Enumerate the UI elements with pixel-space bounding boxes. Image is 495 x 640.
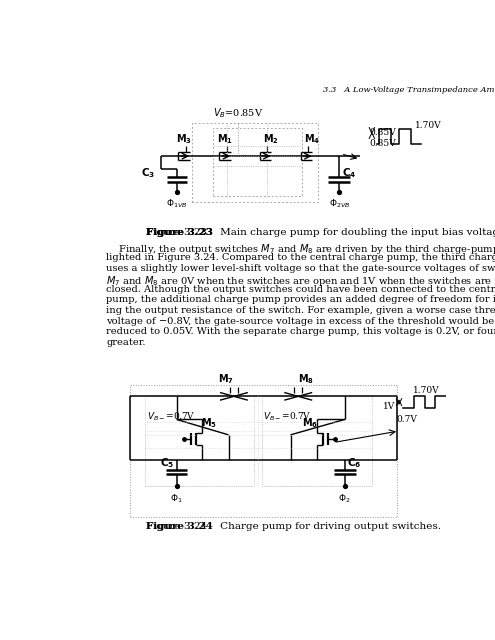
Text: $V_{B-}$=0.7V: $V_{B-}$=0.7V: [263, 411, 312, 424]
Text: 1.70V: 1.70V: [413, 387, 439, 396]
Text: lighted in Figure 3.24. Compared to the central charge pump, the third charge-pu: lighted in Figure 3.24. Compared to the …: [106, 253, 495, 262]
Text: Figure 3.24    Charge pump for driving output switches.: Figure 3.24 Charge pump for driving outp…: [146, 522, 441, 531]
Text: $M_7$ and $M_8$ are 0V when the switches are open and 1V when the switches are: $M_7$ and $M_8$ are 0V when the switches…: [106, 274, 492, 288]
Text: 0.7V: 0.7V: [396, 415, 418, 424]
Text: 3.3   A Low-Voltage Transimpedance Amplifier     68: 3.3 A Low-Voltage Transimpedance Amplifi…: [323, 86, 495, 94]
Text: $\mathbf{M_7}$: $\mathbf{M_7}$: [218, 372, 234, 385]
Text: Figure 3.24: Figure 3.24: [146, 522, 212, 531]
Text: pump, the additional charge pump provides an added degree of freedom for improv-: pump, the additional charge pump provide…: [106, 296, 495, 305]
Bar: [130, 385, 396, 517]
Text: uses a slightly lower level-shift voltage so that the gate-source voltages of sw: uses a slightly lower level-shift voltag…: [106, 264, 495, 273]
Text: $V_B$=0.85V: $V_B$=0.85V: [213, 106, 263, 120]
Text: Figure 3.23: Figure 3.23: [146, 228, 212, 237]
Text: 0.85V: 0.85V: [370, 140, 396, 148]
Text: $\Phi_{2VB}$: $\Phi_{2VB}$: [329, 198, 350, 210]
Text: $\Phi_1$: $\Phi_1$: [170, 493, 183, 505]
Text: greater.: greater.: [106, 338, 146, 347]
Text: 1V: 1V: [383, 402, 395, 411]
Text: $\mathbf{M_4}$: $\mathbf{M_4}$: [304, 132, 320, 146]
Text: voltage of −0.8V, the gate-source voltage in excess of the threshold would be: voltage of −0.8V, the gate-source voltag…: [106, 317, 494, 326]
Text: $\Phi_{1VB}$: $\Phi_{1VB}$: [166, 198, 187, 210]
Text: $\mathbf{M_2}$: $\mathbf{M_2}$: [263, 132, 279, 146]
Text: $\Phi_2$: $\Phi_2$: [339, 493, 351, 505]
Text: $\mathbf{M_1}$: $\mathbf{M_1}$: [217, 132, 234, 146]
Text: $\mathbf{M_5}$: $\mathbf{M_5}$: [200, 417, 217, 430]
Text: $\mathbf{C_5}$: $\mathbf{C_5}$: [160, 456, 174, 470]
Bar: [145, 431, 254, 486]
Text: $\mathbf{C_3}$: $\mathbf{C_3}$: [141, 166, 155, 180]
Text: $\mathbf{C_6}$: $\mathbf{C_6}$: [347, 456, 361, 470]
Text: ing the output resistance of the switch. For example, given a worse case thresho: ing the output resistance of the switch.…: [106, 306, 495, 315]
Text: $\mathbf{M_3}$: $\mathbf{M_3}$: [176, 132, 192, 146]
Text: $\mathbf{M_8}$: $\mathbf{M_8}$: [298, 372, 314, 385]
Bar: [145, 396, 254, 486]
Bar: [262, 396, 372, 486]
Text: $\mathbf{M_6}$: $\mathbf{M_6}$: [302, 417, 318, 430]
Text: $\mathbf{C_4}$: $\mathbf{C_4}$: [343, 166, 357, 180]
Bar: [262, 431, 372, 486]
Text: $V_{B-}$=0.7V: $V_{B-}$=0.7V: [147, 411, 196, 424]
Text: reduced to 0.05V. With the separate charge pump, this voltage is 0.2V, or four t: reduced to 0.05V. With the separate char…: [106, 327, 495, 337]
Text: Finally, the output switches $M_7$ and $M_8$ are driven by the third charge-pump: Finally, the output switches $M_7$ and $…: [106, 243, 495, 257]
Text: 1.70V: 1.70V: [415, 121, 442, 130]
Bar: [192, 123, 318, 202]
Text: closed. Although the output switches could have been connected to the central: closed. Although the output switches cou…: [106, 285, 495, 294]
Text: 0.85V: 0.85V: [370, 128, 396, 137]
Text: Figure 3.23: Figure 3.23: [146, 228, 212, 237]
Bar: [213, 129, 302, 196]
Text: Figure 3.23    Main charge pump for doubling the input bias voltage.: Figure 3.23 Main charge pump for doublin…: [146, 228, 495, 237]
